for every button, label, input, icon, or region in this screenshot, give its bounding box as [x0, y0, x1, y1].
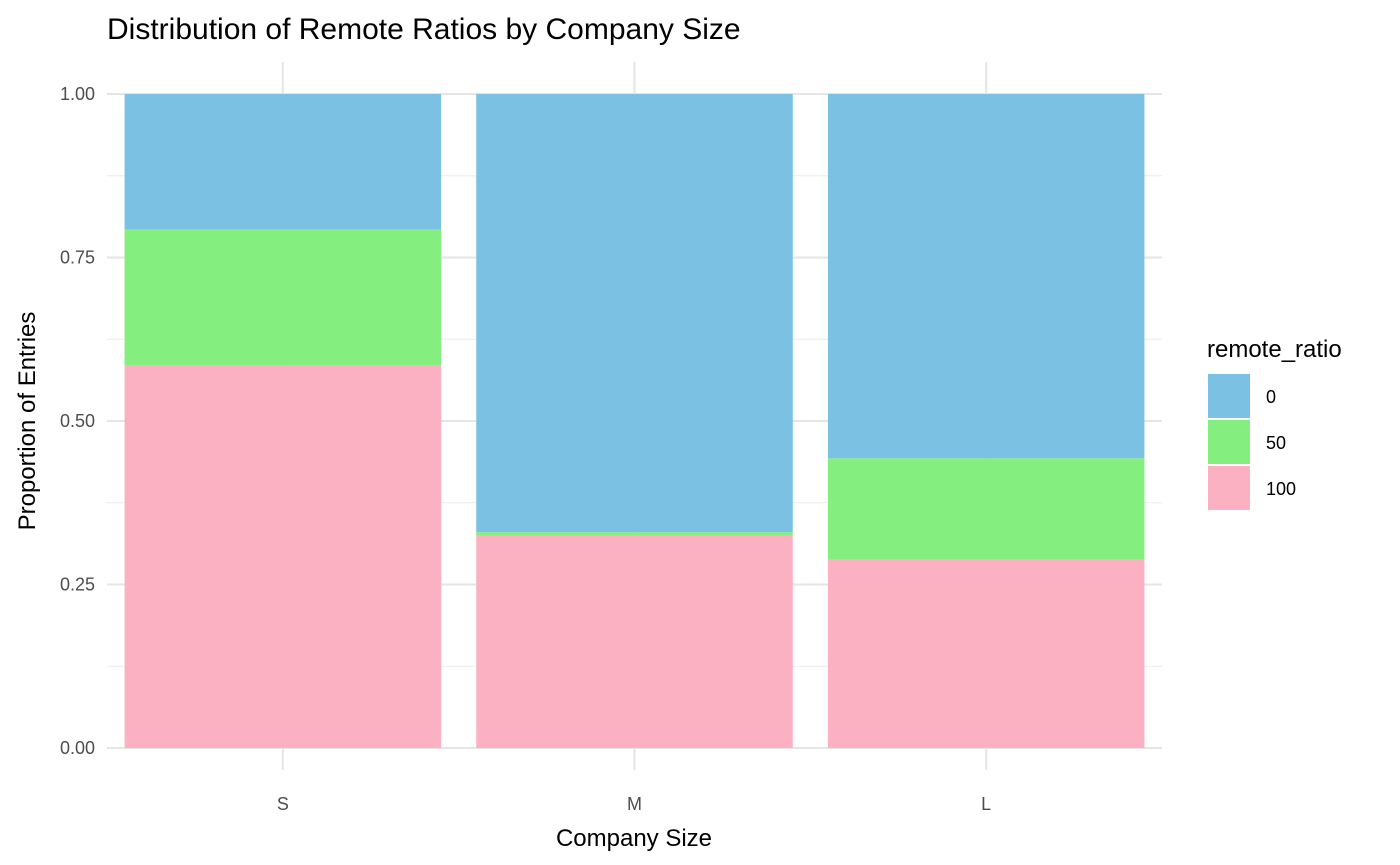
bar-S-100	[124, 365, 442, 748]
bar-S-0	[124, 94, 442, 230]
legend-key-0	[1208, 374, 1250, 418]
legend-title: remote_ratio	[1207, 336, 1342, 363]
y-tick-label: 0.25	[60, 575, 95, 595]
legend-key-100	[1208, 466, 1250, 510]
bars	[124, 94, 1145, 748]
legend: remote_ratio 0 50 100	[1207, 336, 1342, 510]
bar-L-100	[827, 558, 1145, 748]
x-axis-title: Company Size	[556, 825, 712, 852]
y-tick-labels: 0.00 0.25 0.50 0.75 1.00	[60, 84, 95, 758]
legend-label-0: 0	[1266, 387, 1276, 407]
bar-L-50	[827, 458, 1145, 559]
bar-L-0	[827, 94, 1145, 459]
bar-S-50	[124, 229, 442, 366]
legend-label-50: 50	[1266, 433, 1286, 453]
y-tick-label: 1.00	[60, 84, 95, 104]
y-axis-title: Proportion of Entries	[14, 312, 41, 531]
bar-M-100	[476, 535, 793, 748]
y-tick-label: 0.00	[60, 738, 95, 758]
x-tick-label: L	[981, 794, 991, 814]
x-tick-label: M	[627, 794, 642, 814]
bar-M-0	[476, 94, 793, 533]
y-tick-label: 0.75	[60, 248, 95, 268]
legend-label-100: 100	[1266, 479, 1296, 499]
bar-M-50	[476, 532, 793, 536]
y-tick-label: 0.50	[60, 411, 95, 431]
chart-title: Distribution of Remote Ratios by Company…	[107, 13, 741, 46]
x-tick-label: S	[277, 794, 289, 814]
legend-key-50	[1208, 420, 1250, 464]
